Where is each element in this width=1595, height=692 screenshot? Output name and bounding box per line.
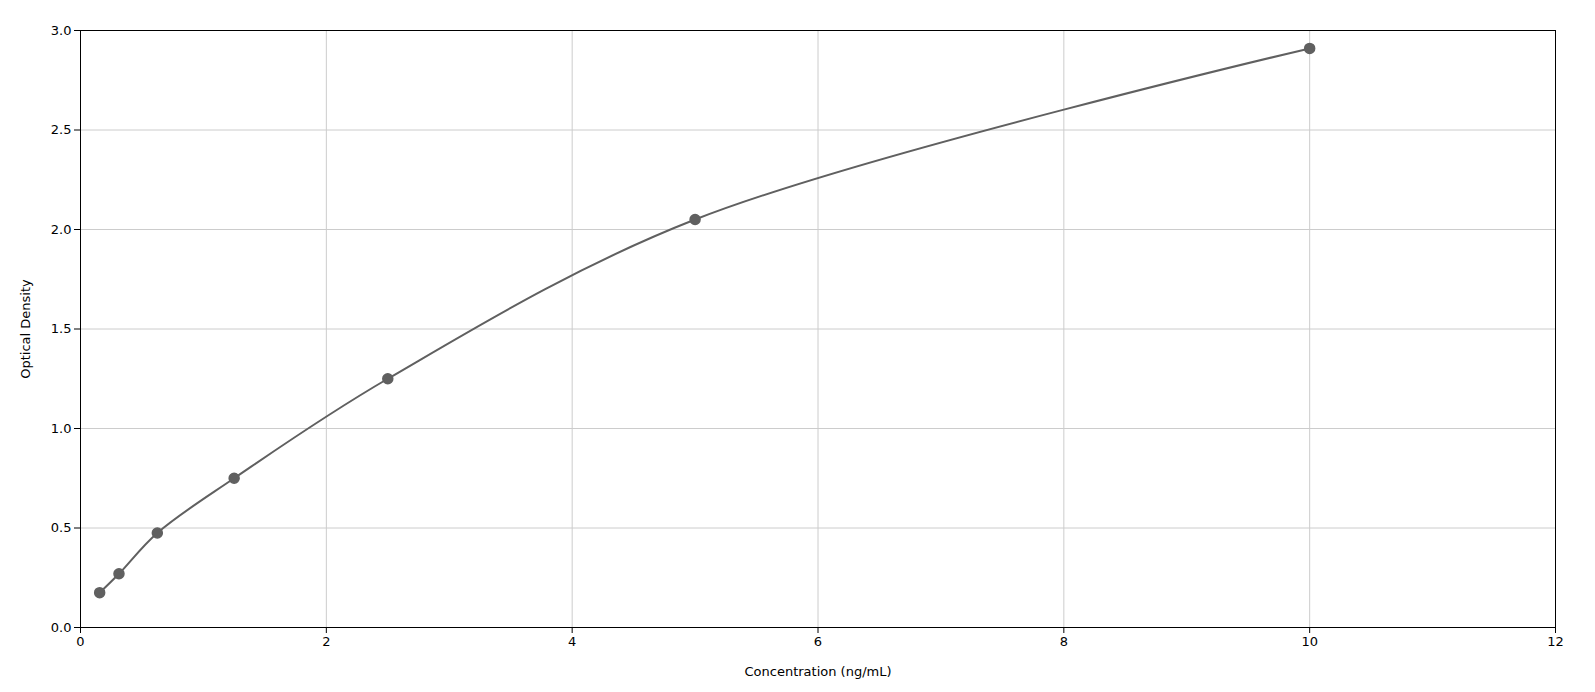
svg-text:1.0: 1.0: [51, 421, 72, 436]
svg-text:8: 8: [1060, 634, 1068, 649]
svg-text:Concentration (ng/mL): Concentration (ng/mL): [744, 664, 891, 679]
svg-text:2.0: 2.0: [51, 222, 72, 237]
svg-text:3.0: 3.0: [51, 23, 72, 38]
svg-text:6: 6: [814, 634, 822, 649]
svg-text:10: 10: [1301, 634, 1318, 649]
svg-text:Optical Density: Optical Density: [18, 279, 33, 379]
svg-text:2: 2: [322, 634, 330, 649]
svg-text:0.5: 0.5: [51, 520, 72, 535]
svg-text:12: 12: [1547, 634, 1564, 649]
svg-text:1.5: 1.5: [51, 321, 72, 336]
svg-text:2.5: 2.5: [51, 122, 72, 137]
svg-text:4: 4: [568, 634, 576, 649]
svg-text:0.0: 0.0: [51, 620, 72, 635]
svg-text:0: 0: [76, 634, 84, 649]
